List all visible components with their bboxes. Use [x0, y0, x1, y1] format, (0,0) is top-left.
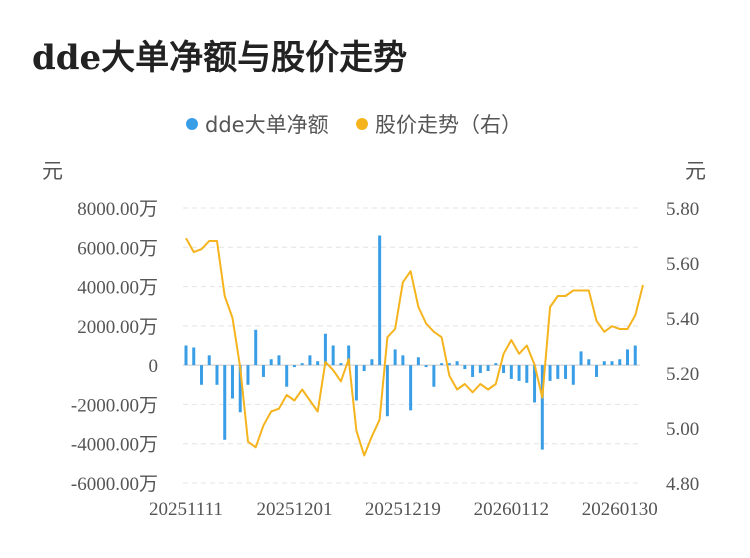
- bar: [192, 347, 196, 366]
- bar: [525, 365, 529, 383]
- bar: [323, 333, 327, 366]
- y-right-tick-label: 4.80: [666, 474, 699, 495]
- bar: [626, 349, 630, 366]
- y-left-tick-label: -4000.00万: [71, 435, 158, 456]
- y-right-tick-label: 5.60: [666, 254, 699, 275]
- bar: [354, 365, 358, 401]
- bar: [347, 345, 351, 366]
- bar: [292, 365, 296, 368]
- bar: [230, 365, 234, 399]
- x-tick-label: 20260130: [582, 499, 658, 520]
- bar: [370, 359, 374, 366]
- legend-label-dde: dde大单净额: [205, 113, 329, 137]
- bar: [393, 349, 397, 366]
- bar: [502, 365, 506, 373]
- bar: [416, 357, 420, 366]
- bar: [587, 359, 591, 366]
- bar: [261, 365, 265, 377]
- y-left-unit: 元: [42, 159, 63, 183]
- bar: [362, 365, 366, 372]
- bar: [533, 365, 537, 403]
- bar: [300, 363, 304, 366]
- bar: [424, 365, 428, 368]
- line-series: [185, 237, 644, 457]
- bar: [199, 365, 203, 385]
- x-tick-label: 20251201: [256, 499, 332, 520]
- bar: [471, 365, 475, 377]
- bar: [556, 365, 560, 379]
- bar: [409, 365, 413, 411]
- bar: [308, 355, 312, 366]
- bar: [223, 365, 227, 440]
- bar: [385, 365, 389, 417]
- y-right-unit: 元: [685, 159, 706, 183]
- bar: [254, 329, 258, 366]
- y-left-tick-label: -6000.00万: [71, 474, 158, 495]
- bar: [571, 365, 575, 385]
- bar: [277, 355, 281, 366]
- x-tick-label: 20251111: [149, 499, 223, 520]
- chart-title: dde大单净额与股价走势: [32, 38, 408, 78]
- bar: [486, 365, 490, 372]
- bar: [285, 365, 289, 387]
- bar: [378, 235, 382, 366]
- bar: [269, 359, 273, 366]
- legend-marker-price: [356, 118, 368, 130]
- bar: [339, 363, 343, 366]
- bar: [316, 361, 320, 366]
- legend-label-price: 股价走势（右）: [375, 113, 522, 137]
- bar: [509, 365, 513, 379]
- y-right-tick-label: 5.00: [666, 419, 699, 440]
- bar: [602, 361, 606, 366]
- bar: [517, 365, 521, 381]
- bar: [595, 365, 599, 377]
- bar: [455, 361, 459, 366]
- bar: [401, 355, 405, 366]
- bar: [610, 361, 614, 366]
- bar: [564, 365, 568, 379]
- legend: dde大单净额 股价走势（右）: [186, 113, 522, 137]
- bar: [463, 365, 467, 370]
- bar: [238, 365, 242, 413]
- bar: [579, 351, 583, 366]
- x-axis: 20251111 20251201 20251219 20260112 20260130: [149, 499, 658, 520]
- bar: [215, 365, 219, 385]
- x-tick-label: 20251219: [365, 499, 441, 520]
- y-axis-left: 8000.00万 6000.00万 4000.00万 2000.00万 0 -2000.0…: [71, 199, 158, 495]
- y-left-tick-label: 0: [149, 356, 159, 377]
- bar: [548, 365, 552, 381]
- legend-marker-dde: [186, 118, 198, 130]
- bar: [633, 345, 637, 366]
- y-left-tick-label: 4000.00万: [77, 278, 158, 299]
- y-axis-right: 5.80 5.60 5.40 5.20 5.00 4.80: [666, 199, 699, 495]
- bar: [440, 363, 444, 366]
- bar: [540, 365, 544, 450]
- bar-series: [184, 235, 637, 450]
- y-right-tick-label: 5.20: [666, 364, 699, 385]
- bar: [207, 355, 211, 366]
- bar: [246, 365, 250, 385]
- x-tick-label: 20260112: [474, 499, 549, 520]
- y-left-tick-label: -2000.00万: [71, 395, 158, 416]
- bar: [447, 363, 451, 366]
- bar: [478, 365, 482, 373]
- y-left-tick-label: 6000.00万: [77, 238, 158, 259]
- bar: [618, 359, 622, 366]
- price-line: [185, 237, 644, 457]
- grid-lines: [183, 207, 640, 484]
- y-right-tick-label: 5.80: [666, 199, 699, 220]
- bar: [432, 365, 436, 387]
- bar: [494, 363, 498, 366]
- y-left-tick-label: 8000.00万: [77, 199, 158, 220]
- y-left-tick-label: 2000.00万: [77, 317, 158, 338]
- bar: [331, 345, 335, 366]
- bar: [184, 345, 188, 366]
- y-right-tick-label: 5.40: [666, 309, 699, 330]
